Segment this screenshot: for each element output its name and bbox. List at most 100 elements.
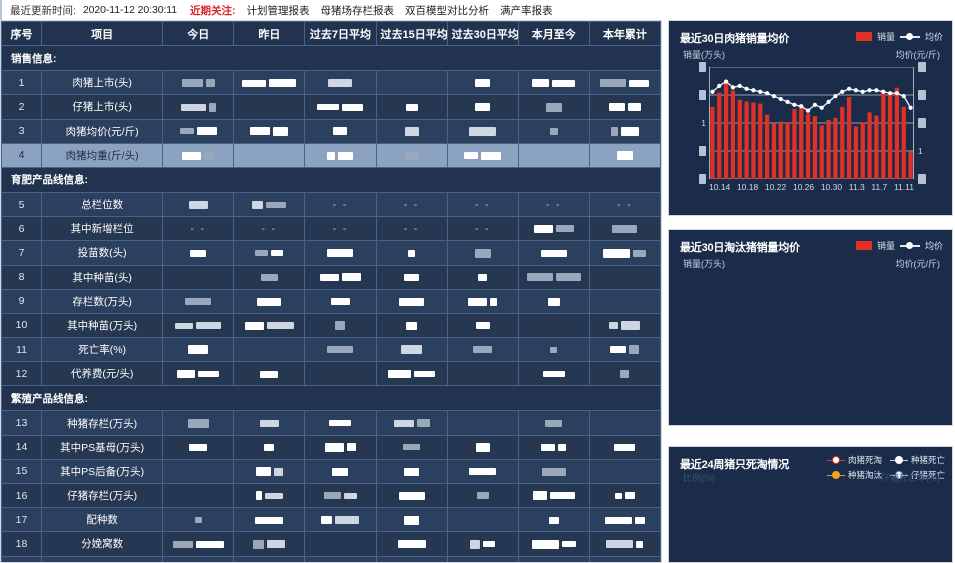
table-row[interactable]: 18 分娩窝数 [1,531,661,557]
data-cell [588,70,661,96]
table-row[interactable]: 12 代养费(元/头) [1,361,661,387]
data-cell [162,531,235,557]
table-row[interactable]: 5 总栏位数 - - - - - - - - - - [1,191,661,218]
chart2-legend-volume-label: 销量 [876,241,895,251]
chart3-legend-breeder-cull: 种猪淘汰 [826,469,882,481]
redacted-value [254,514,285,526]
redacted-value [619,368,631,380]
table-row[interactable]: 11 死亡率(%) [1,337,661,363]
chart1-title: 最近30日肉猪销量均价 [680,33,790,45]
data-cell [304,531,377,557]
data-cell [375,240,448,266]
link-full-capacity-rate-report[interactable]: 满产率报表 [499,4,553,17]
redacted-value [473,247,492,259]
data-cell [588,312,661,339]
table-row[interactable]: 13 种猪存栏(万头) [1,410,661,436]
redacted-value [186,417,210,429]
data-cell [233,118,306,144]
table-row[interactable]: 2 仔猪上市(头) [1,94,661,120]
table-row[interactable]: 16 仔猪存栏(万头) [1,482,661,509]
table-row[interactable]: 8 其中种苗(头) [1,264,661,290]
data-cell [233,142,306,168]
redacted-value [254,465,284,477]
col-header-avg15[interactable]: 过去15日平均 [375,21,448,47]
empty-value: - - [546,199,562,211]
data-cell [588,410,661,436]
table-row[interactable]: 14 其中PS基母(万头) [1,434,661,460]
data-cell: - - [446,216,519,242]
row-item-label: 仔猪上市(头) [41,94,164,120]
redacted-value [259,368,280,380]
redacted-value [547,514,560,526]
redacted-value [539,247,568,259]
col-header-yesterday[interactable]: 昨日 [233,21,306,47]
redacted-value [603,514,646,526]
metrics-table-panel: 序号 项目 今日 昨日 过去7日平均 过去15日平均 过去30日平均 本月至今 … [0,20,662,563]
table-row[interactable]: 17 配种数 [1,507,661,533]
data-cell [375,434,448,460]
col-header-avg7[interactable]: 过去7日平均 [304,21,377,47]
data-cell [375,507,448,533]
empty-value: - - [403,223,420,235]
row-index: 3 [1,118,43,144]
row-index: 12 [1,361,43,387]
data-cell [233,555,306,562]
table-row[interactable]: 7 投苗数(头) [1,240,661,266]
chart2-title: 最近30日淘汰猪销量均价 [680,242,800,254]
redacted-value [468,125,498,137]
link-plan-management-report[interactable]: 计划管理报表 [246,4,310,17]
data-cell [517,94,590,120]
data-cell [446,410,519,436]
row-index: 8 [1,264,43,290]
data-cell [162,458,235,485]
data-cell [588,142,661,168]
row-index: 4 [1,142,43,168]
data-cell [162,288,235,314]
link-double-hundred-model-analysis[interactable]: 双百模型对比分析 [404,4,489,17]
chart3-legend-hog-death-label: 肉猪死淘 [847,455,882,465]
metrics-table: 序号 项目 今日 昨日 过去7日平均 过去15日平均 过去30日平均 本月至今 … [1,21,661,562]
table-header: 序号 项目 今日 昨日 过去7日平均 过去15日平均 过去30日平均 本月至今 … [1,21,661,47]
col-header-today[interactable]: 今日 [162,21,235,47]
col-header-item[interactable]: 项目 [41,21,164,47]
redacted-value [608,319,642,331]
col-header-ytd[interactable]: 本年累计 [588,21,661,47]
redacted-value [188,441,209,453]
data-cell: - - [304,216,377,242]
data-cell [517,216,590,242]
redacted-value [605,538,645,550]
table-row[interactable]: 9 存栏数(万头) [1,288,661,314]
data-cell [162,361,235,387]
recent-focus-label: 近期关注: [189,4,236,17]
table-row[interactable]: 1 肉猪上市(头) [1,70,661,96]
data-cell [233,482,306,509]
table-row[interactable]: 19窝均活仔(头/窝) [1,555,661,562]
table-section-header: 繁殖产品线信息: [1,385,661,412]
col-header-mtd[interactable]: 本月至今 [517,21,590,47]
table-row[interactable]: 15 其中PS后备(万头) [1,458,661,485]
chart3-legend-breeder-death-marker [889,456,908,465]
table-row[interactable]: 6 其中新增栏位 - - - - - - - - - - [1,216,661,242]
table-row[interactable]: 10 其中种苗(万头) [1,312,661,339]
data-cell [588,240,661,266]
data-cell [588,288,661,314]
data-cell [233,531,306,557]
data-cell [375,361,448,387]
data-cell [162,240,235,266]
col-header-avg30[interactable]: 过去30日平均 [446,21,519,47]
data-cell [517,531,590,557]
chart1-y-axis-left-labels: 8 8 1 8 8 [689,62,706,184]
data-cell [446,118,519,144]
table-row[interactable]: 3 肉猪均价(元/斤) [1,118,661,144]
row-item-label: 其中种苗(万头) [41,312,164,339]
top-status-bar: 最近更新时间: 2020-11-12 20:30:11 近期关注: 计划管理报表… [0,0,955,20]
redacted-value [327,77,354,89]
table-row[interactable]: 4 肉猪均重(斤/头) [1,142,661,168]
row-index: 6 [1,216,43,242]
redacted-value [398,295,426,307]
table-section-header: 销售信息: [1,45,661,72]
link-sow-farm-inventory-report[interactable]: 母猪场存栏报表 [320,4,394,17]
col-header-index[interactable]: 序号 [1,21,43,47]
chart3-legend-breeder-death: 种猪死亡 [889,454,945,466]
x-tick-label: 10.22 [764,182,787,192]
